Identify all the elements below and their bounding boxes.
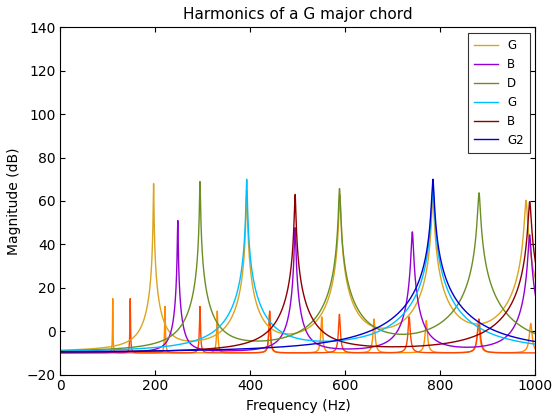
Line: A string on the 4th fret: A string on the 4th fret — [60, 299, 535, 353]
A string on the 4th fret — [362, 350, 369, 355]
Title: Harmonics of a G major chord: Harmonics of a G major chord — [183, 7, 413, 22]
A string on the 4th fret — [397, 349, 404, 354]
G — [362, 319, 369, 324]
Line: G: G — [60, 179, 535, 351]
G2 — [397, 308, 404, 313]
A string on the 4th fret — [282, 350, 288, 355]
D — [501, 309, 508, 314]
B — [175, 270, 182, 275]
A string on the 4th fret — [344, 349, 351, 354]
Y-axis label: Magnitude (dB): Magnitude (dB) — [7, 147, 21, 255]
B — [344, 346, 351, 352]
G — [344, 284, 351, 289]
B — [362, 346, 369, 351]
G — [397, 314, 404, 319]
D — [282, 335, 288, 340]
B — [57, 350, 64, 355]
X-axis label: Frequency (Hz): Frequency (Hz) — [246, 399, 351, 413]
G — [362, 333, 369, 339]
D — [532, 331, 539, 336]
B — [397, 322, 404, 327]
Open A string — [282, 350, 288, 355]
A string on the 4th fret — [532, 350, 539, 355]
D — [197, 179, 203, 184]
G — [243, 177, 250, 182]
A string on the 4th fret — [57, 350, 64, 355]
G — [57, 349, 64, 354]
B — [397, 344, 404, 349]
G2 — [532, 339, 539, 344]
G2 — [362, 330, 369, 335]
Line: Open A string: Open A string — [60, 299, 535, 353]
Open A string — [175, 350, 182, 355]
A string on the 4th fret — [501, 350, 508, 355]
G — [532, 277, 539, 282]
G — [282, 331, 288, 336]
G — [282, 331, 288, 336]
G — [150, 181, 157, 186]
A string on the 4th fret — [127, 296, 134, 301]
Line: G2: G2 — [60, 179, 535, 352]
Open A string — [344, 350, 351, 355]
G — [397, 320, 404, 325]
Line: B: B — [60, 220, 535, 352]
Open A string — [109, 296, 116, 301]
Open A string — [397, 350, 404, 355]
Open A string — [501, 350, 508, 355]
G — [501, 304, 508, 310]
D — [397, 332, 404, 337]
Line: D: D — [60, 181, 535, 351]
G2 — [344, 336, 351, 341]
Legend: G, B, D, G, B, G2: G, B, D, G, B, G2 — [468, 33, 530, 152]
D — [362, 317, 369, 322]
D — [344, 279, 351, 284]
B — [532, 260, 539, 265]
G — [57, 348, 64, 353]
G — [344, 337, 351, 342]
B — [175, 348, 182, 353]
Line: G: G — [60, 184, 535, 350]
G2 — [501, 332, 508, 337]
G2 — [282, 344, 288, 349]
A string on the 4th fret — [175, 350, 182, 355]
D — [175, 326, 182, 331]
B — [362, 343, 369, 348]
G — [175, 336, 182, 341]
B — [501, 312, 508, 317]
Open A string — [362, 349, 369, 354]
G2 — [175, 348, 182, 353]
B — [344, 341, 351, 346]
B — [501, 335, 508, 340]
G — [532, 342, 539, 347]
B — [174, 218, 181, 223]
D — [57, 348, 64, 353]
B — [282, 297, 288, 302]
B — [57, 349, 64, 354]
Open A string — [57, 350, 64, 355]
B — [292, 192, 298, 197]
Line: B: B — [60, 194, 535, 352]
Open A string — [532, 346, 539, 352]
B — [282, 326, 288, 331]
G2 — [57, 349, 64, 354]
G — [175, 342, 182, 347]
B — [532, 293, 539, 298]
G — [501, 336, 508, 341]
G2 — [430, 177, 436, 182]
